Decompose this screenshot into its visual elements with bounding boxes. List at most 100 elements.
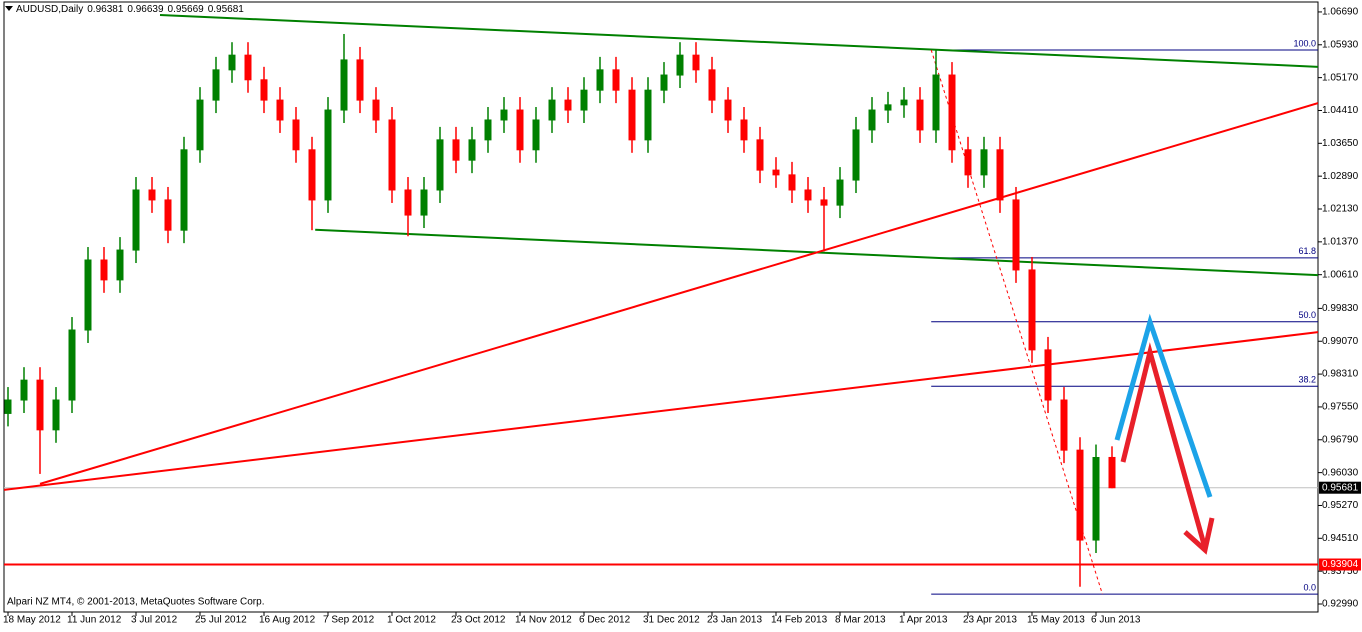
x-tick-label: 11 Jun 2012: [67, 615, 122, 626]
candle-body: [212, 69, 220, 101]
y-tick-label: 0.93750: [1322, 566, 1359, 577]
candle-body: [852, 129, 860, 181]
candle-body: [68, 329, 76, 401]
candle-body: [948, 74, 956, 151]
y-tick-label: 1.01370: [1322, 236, 1359, 247]
price-tag: [1319, 481, 1361, 494]
x-tick-label: 23 Apr 2013: [963, 615, 1017, 626]
y-tick-label: 0.96790: [1322, 434, 1359, 445]
red-arrowhead: [1183, 517, 1215, 555]
candle-body: [772, 169, 780, 176]
candle-body: [196, 99, 204, 151]
plot-frame: [3, 1, 1319, 613]
candle-body: [676, 54, 684, 76]
fib-label: 50.0: [1298, 310, 1316, 320]
candle-body: [964, 149, 972, 176]
x-tick-label: 7 Sep 2012: [323, 615, 375, 626]
candle-body: [244, 54, 252, 81]
candle-body: [660, 74, 668, 91]
x-tick-label: 18 May 2012: [3, 615, 61, 626]
close-value: 0.95681: [208, 4, 245, 15]
y-tick-label: 0.95270: [1322, 500, 1359, 511]
candle-body: [628, 89, 636, 141]
candle-body: [484, 119, 492, 141]
y-tick-label: 0.97550: [1322, 402, 1359, 413]
candle-body: [644, 89, 652, 141]
candle-body: [436, 139, 444, 191]
candle-body: [164, 199, 172, 231]
candle-body: [1060, 399, 1068, 451]
fib-label: 0.0: [1303, 582, 1316, 592]
candle-body: [900, 99, 908, 106]
candle-body: [596, 69, 604, 91]
annotations: [1114, 313, 1215, 555]
y-tick-label: 0.98310: [1322, 369, 1359, 380]
x-tick-label: 31 Dec 2012: [643, 615, 700, 626]
y-tick-label: 0.92990: [1322, 599, 1359, 610]
candle-body: [1012, 199, 1020, 271]
y-tick-label: 1.02890: [1322, 171, 1359, 182]
y-tick-label: 1.02130: [1322, 204, 1359, 215]
candle-body: [52, 399, 60, 431]
low-value: 0.95669: [168, 4, 205, 15]
candle-body: [804, 189, 812, 201]
trendline: [39, 102, 1318, 485]
candle-body: [324, 109, 332, 201]
x-tick-label: 25 Jul 2012: [195, 615, 247, 626]
candle-body: [708, 69, 716, 101]
menu-icon: [5, 6, 13, 11]
candle-body: [100, 259, 108, 281]
fib-label: 100.0: [1293, 38, 1316, 48]
x-tick-label: 1 Apr 2013: [899, 615, 948, 626]
candle-body: [148, 189, 156, 201]
candle-body: [260, 79, 268, 101]
x-tick-label: 23 Jan 2013: [707, 615, 762, 626]
candle-body: [452, 139, 460, 161]
candle-body: [36, 379, 44, 431]
blue-zigzag: [1114, 313, 1213, 498]
x-tick-label: 23 Oct 2012: [451, 615, 506, 626]
plot-area: [4, 13, 1318, 595]
candle-body: [980, 149, 988, 176]
y-tick-label: 1.05930: [1322, 39, 1359, 50]
high-value: 0.96639: [127, 4, 164, 15]
y-tick-label: 0.94510: [1322, 533, 1359, 544]
candle-body: [788, 174, 796, 191]
y-tick-label: 0.99070: [1322, 336, 1359, 347]
candle-body: [228, 54, 236, 71]
candle-body: [516, 109, 524, 151]
trendline: [159, 13, 1318, 68]
candle-body: [740, 119, 748, 141]
candle-body: [756, 139, 764, 171]
open-value: 0.96381: [87, 4, 124, 15]
footer: Alpari NZ MT4, © 2001-2013, MetaQuotes S…: [7, 597, 264, 608]
x-tick-label: 1 Oct 2012: [387, 615, 436, 626]
candle-body: [692, 54, 700, 71]
x-tick-label: 14 Nov 2012: [515, 615, 572, 626]
candle-body: [20, 379, 28, 401]
candle-body: [292, 119, 300, 151]
x-tick-label: 16 Aug 2012: [259, 615, 316, 626]
candle-body: [276, 99, 284, 121]
y-tick-label: 1.05170: [1322, 72, 1359, 83]
candle-body: [500, 109, 508, 121]
candle-body: [996, 149, 1004, 201]
candle-body: [532, 119, 540, 151]
y-tick-label: 1.00610: [1322, 269, 1359, 280]
symbol: AUDUSD,Daily: [16, 4, 83, 15]
y-tick-label: 1.06690: [1322, 7, 1359, 18]
x-tick-label: 15 May 2013: [1027, 615, 1085, 626]
candle-body: [404, 189, 412, 216]
candle-body: [548, 99, 556, 121]
candle-body: [372, 99, 380, 121]
candle-body: [724, 99, 732, 121]
y-tick-label: 1.04410: [1322, 105, 1359, 116]
candle-body: [132, 189, 140, 251]
fib-connector: [930, 49, 1103, 595]
candle-body: [884, 104, 892, 111]
x-tick-label: 14 Feb 2013: [771, 615, 828, 626]
candle-body: [1044, 349, 1052, 401]
candle-body: [388, 119, 396, 191]
